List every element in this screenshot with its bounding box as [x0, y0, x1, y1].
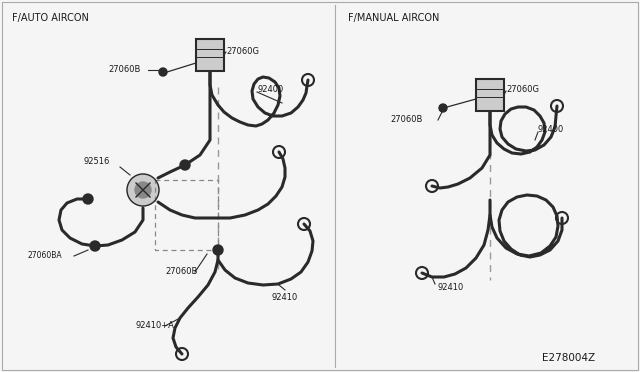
Text: 27060B: 27060B [165, 267, 197, 276]
Bar [196, 39, 224, 71]
Text: 27060B: 27060B [108, 65, 140, 74]
Circle shape [159, 68, 167, 76]
Text: 27060B: 27060B [390, 115, 422, 125]
Circle shape [83, 194, 93, 204]
Circle shape [180, 160, 190, 170]
Text: F/MANUAL AIRCON: F/MANUAL AIRCON [348, 13, 440, 23]
Circle shape [439, 104, 447, 112]
Text: 92400: 92400 [538, 125, 564, 135]
Circle shape [127, 174, 159, 206]
Text: 92410: 92410 [272, 294, 298, 302]
Text: 92410+A: 92410+A [135, 321, 174, 330]
Text: 27060BA: 27060BA [28, 251, 63, 260]
Bar [476, 79, 504, 111]
Text: E278004Z: E278004Z [542, 353, 595, 363]
Text: 92516: 92516 [83, 157, 109, 167]
Circle shape [90, 241, 100, 251]
Text: 27060G: 27060G [226, 48, 259, 57]
Circle shape [135, 182, 151, 198]
Text: 92410: 92410 [437, 282, 463, 292]
Text: F/AUTO AIRCON: F/AUTO AIRCON [12, 13, 89, 23]
Text: 27060G: 27060G [506, 86, 539, 94]
Text: 92400: 92400 [257, 86, 284, 94]
Circle shape [213, 245, 223, 255]
